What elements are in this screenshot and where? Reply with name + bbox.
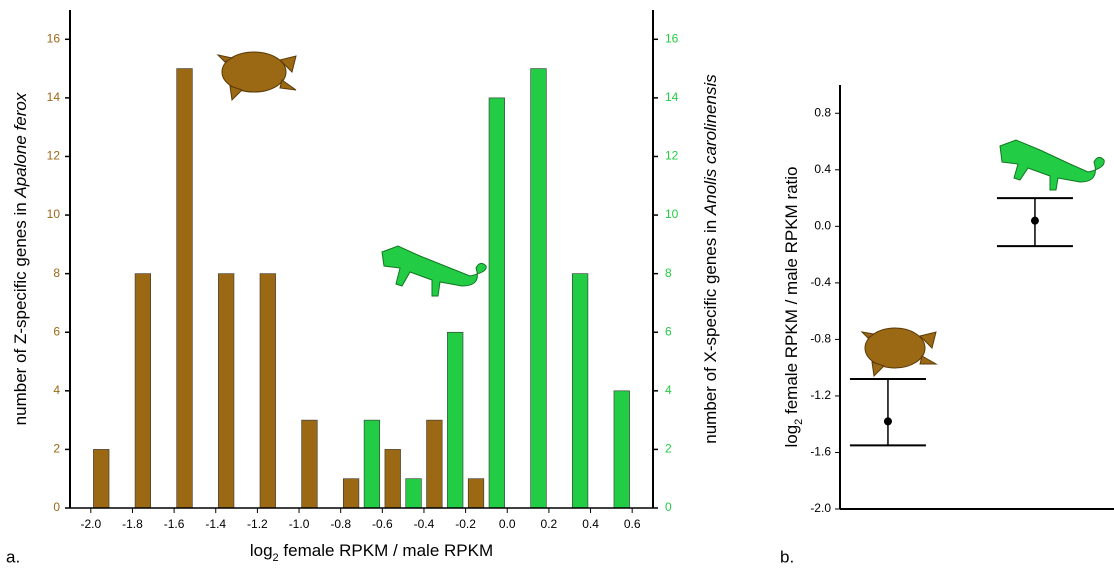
x-tick-label: -0.4 <box>414 517 435 531</box>
label-part: 2 <box>793 419 805 425</box>
y-tick-label: 10 <box>47 207 61 221</box>
bar <box>572 273 589 509</box>
lizard-icon <box>381 245 487 297</box>
x-tick-label: -1.0 <box>289 517 310 531</box>
label-part: female RPKM / male RPKM ratio <box>782 166 801 418</box>
x-tick-label: -1.2 <box>247 517 268 531</box>
y2-tick-label: 14 <box>665 90 679 104</box>
x-tick-label: -1.8 <box>122 517 143 531</box>
lizard-icon <box>999 139 1105 191</box>
y2-tick-label: 8 <box>665 266 672 280</box>
label-part: number of X-specific genes in <box>701 215 720 444</box>
y-tick-label: 8 <box>53 266 60 280</box>
y-tick-label: -2.0 <box>810 501 831 515</box>
y-tick-label: 0.0 <box>814 219 831 233</box>
x-tick-label: 0.2 <box>541 517 558 531</box>
bar <box>259 273 276 509</box>
y2-tick-label: 0 <box>665 500 672 514</box>
x-tick-label: -0.2 <box>455 517 476 531</box>
y-tick-label: -1.6 <box>810 445 831 459</box>
y-tick-label: -0.8 <box>810 332 831 346</box>
bar <box>384 449 401 509</box>
bar <box>447 331 464 509</box>
label-part: number of Z-specific genes in <box>11 198 30 426</box>
label-part: 2 <box>273 552 279 564</box>
panel-label: b. <box>780 547 794 566</box>
bar <box>93 449 110 509</box>
panel-label: a. <box>6 547 20 566</box>
x-tick-label: -1.6 <box>164 517 185 531</box>
y-tick-label: -1.2 <box>810 388 831 402</box>
bar <box>467 478 485 509</box>
y-tick-label: 2 <box>53 442 60 456</box>
y-tick-label: 0 <box>53 500 60 514</box>
x-tick-label: 0.0 <box>499 517 516 531</box>
bar <box>363 419 381 509</box>
point <box>1030 216 1039 225</box>
bar <box>530 68 547 509</box>
axis-label: number of Z-specific genes in Apalone fe… <box>11 92 30 425</box>
label-part: Anolis carolinensis <box>701 74 720 216</box>
turtle-icon <box>860 327 938 378</box>
y-tick-label: 6 <box>53 324 60 338</box>
bar <box>426 419 443 509</box>
label-part: female RPKM / male RPKM <box>279 541 493 560</box>
axis-label: log2 female RPKM / male RPKM <box>250 541 493 563</box>
x-tick-label: -0.8 <box>330 517 351 531</box>
bar <box>342 478 360 509</box>
y-tick-label: 0.4 <box>814 162 831 176</box>
y-tick-label: 16 <box>47 31 61 45</box>
y-tick-label: 14 <box>47 90 61 104</box>
y2-tick-label: 6 <box>665 324 672 338</box>
bar <box>301 419 318 509</box>
bar <box>613 390 630 509</box>
y-tick-label: 4 <box>53 383 60 397</box>
x-tick-label: 0.6 <box>624 517 641 531</box>
bar <box>134 273 151 509</box>
label-part: log <box>782 425 801 448</box>
point <box>883 417 892 426</box>
y-tick-label: 12 <box>47 149 61 163</box>
turtle-icon <box>216 51 297 102</box>
bar <box>405 478 422 509</box>
label-part: log <box>250 541 273 560</box>
y-tick-label: -0.4 <box>810 275 831 289</box>
bar <box>218 273 235 509</box>
label-part: Apalone ferox <box>11 92 30 198</box>
x-tick-label: 0.4 <box>582 517 599 531</box>
x-tick-label: -1.4 <box>205 517 226 531</box>
y2-tick-label: 12 <box>665 149 679 163</box>
bar <box>488 97 505 509</box>
axis-label: log2 female RPKM / male RPKM ratio <box>782 166 804 447</box>
x-tick-label: -0.6 <box>372 517 393 531</box>
y2-tick-label: 4 <box>665 383 672 397</box>
bar <box>176 68 193 509</box>
y2-tick-label: 16 <box>665 31 679 45</box>
y2-tick-label: 10 <box>665 207 679 221</box>
x-tick-label: -2.0 <box>80 517 101 531</box>
axis-label: number of X-specific genes in Anolis car… <box>701 74 720 444</box>
y-tick-label: 0.8 <box>814 105 831 119</box>
y2-tick-label: 2 <box>665 442 672 456</box>
